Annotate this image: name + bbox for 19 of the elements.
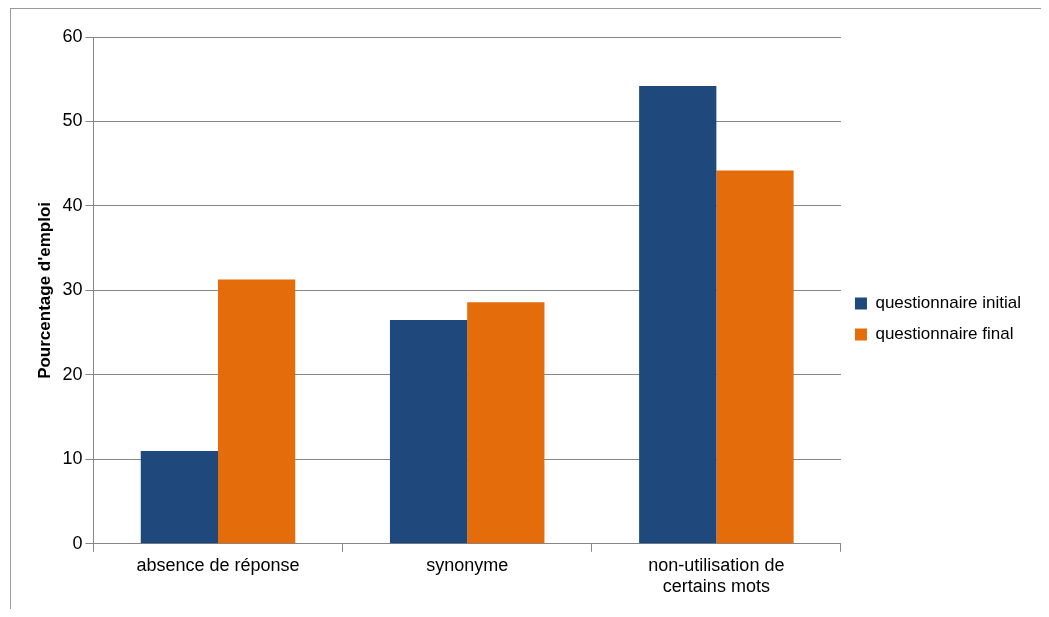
y-tick-label: 0 xyxy=(72,532,83,553)
y-tick-label: 50 xyxy=(62,110,83,131)
bar xyxy=(467,302,545,544)
y-tick-label: 10 xyxy=(62,448,83,469)
y-tick-label: 60 xyxy=(62,25,83,46)
bar xyxy=(716,170,794,544)
bar xyxy=(140,450,219,544)
y-axis-title: Pourcentage d'emploi xyxy=(34,201,54,379)
y-tick-label: 40 xyxy=(62,194,83,215)
y-tick-label: 30 xyxy=(62,279,83,300)
legend-label: questionnaire final xyxy=(875,324,1014,344)
bar xyxy=(218,279,296,544)
x-tick-label: synonyme xyxy=(426,554,509,575)
bar xyxy=(389,319,468,544)
y-tick-label: 20 xyxy=(62,363,83,384)
bar xyxy=(639,85,717,544)
legend-label: questionnaire initial xyxy=(875,293,1022,313)
x-tick-label: absence de réponse xyxy=(136,554,300,575)
x-tick-label: non-utilisation de certains mots xyxy=(648,554,785,597)
